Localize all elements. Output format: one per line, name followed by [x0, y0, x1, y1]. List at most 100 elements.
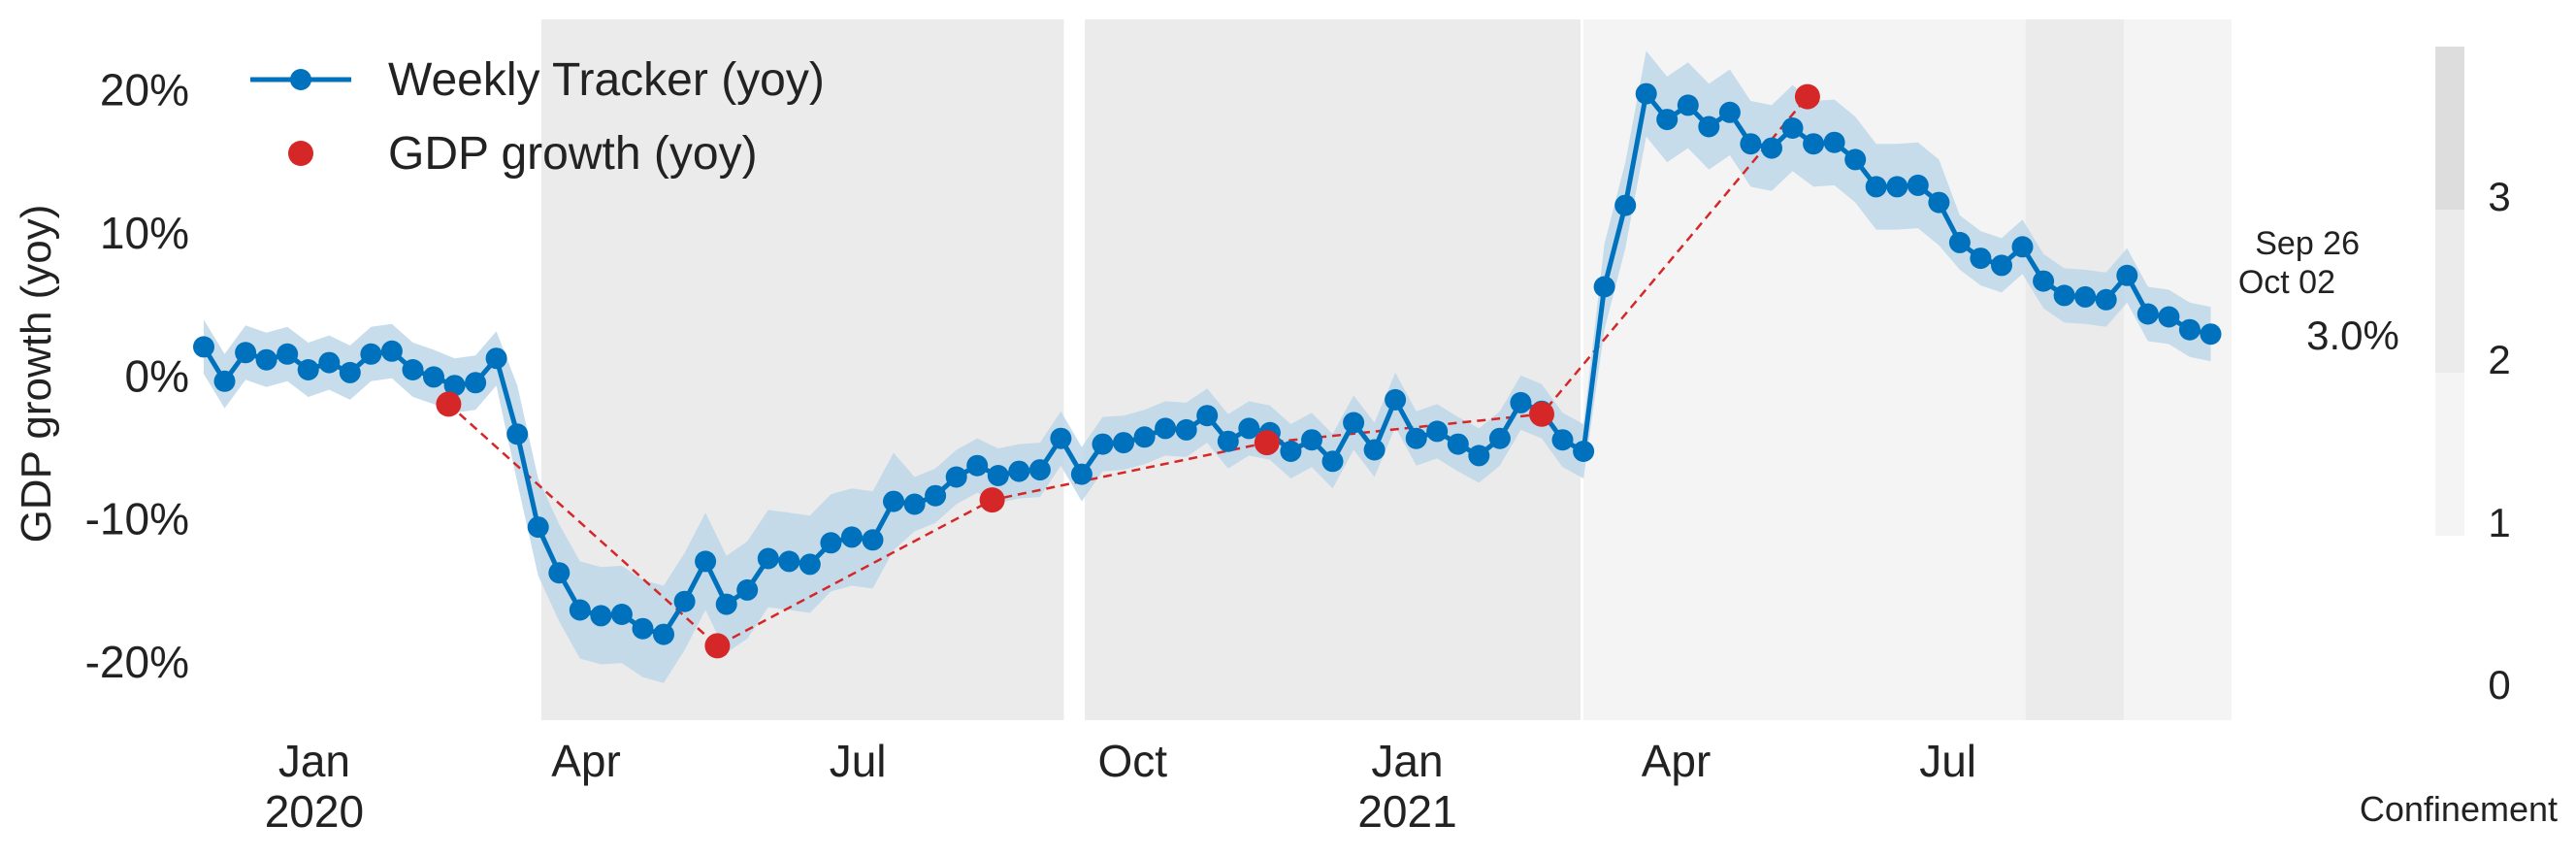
tracker-point-65 [1551, 429, 1574, 451]
legend-tracker-marker [290, 69, 311, 90]
tracker-point-49 [1217, 430, 1239, 452]
colorbar-segment-2 [2435, 210, 2464, 373]
tracker-point-17 [548, 562, 571, 584]
tracker-point-9 [380, 340, 403, 362]
colorbar-tick-2: 2 [2488, 337, 2510, 382]
tracker-point-87 [2011, 236, 2034, 258]
tracker-point-55 [1343, 412, 1365, 434]
tracker-point-41 [1050, 427, 1072, 449]
annotation-date-2: Oct 02 [2238, 264, 2335, 301]
colorbar-tick-3: 3 [2488, 174, 2510, 219]
tracker-point-46 [1155, 417, 1177, 440]
tracker-point-78 [1823, 131, 1845, 153]
tracker-point-48 [1196, 405, 1219, 427]
tracker-point-43 [1092, 433, 1114, 455]
tracker-point-23 [673, 590, 696, 612]
x-tick-label-1: Apr [551, 736, 621, 786]
tracker-point-32 [862, 529, 884, 551]
tracker-point-66 [1573, 441, 1595, 462]
tracker-point-12 [443, 375, 466, 397]
tracker-point-2 [235, 342, 257, 364]
colorbar-segment-1 [2435, 373, 2464, 536]
gdp-point-3 [1254, 430, 1280, 456]
gdp-point-0 [436, 391, 462, 417]
tracker-point-24 [695, 550, 717, 573]
tracker-point-58 [1405, 427, 1427, 449]
tracker-point-81 [1886, 176, 1908, 198]
tracker-point-40 [1028, 459, 1051, 481]
x-tick-label-5: Apr [1642, 736, 1712, 786]
x-tick-label-4: Jan [1371, 736, 1443, 786]
y-tick-label-4: 20% [100, 65, 189, 115]
x-tick-label-0: Jan [278, 736, 350, 786]
tracker-point-13 [465, 372, 487, 394]
tracker-point-20 [610, 604, 633, 625]
tracker-point-42 [1070, 463, 1092, 485]
x-tick-label-2: Jul [830, 736, 887, 786]
tracker-point-73 [1718, 101, 1741, 123]
colorbar-tick-0: 0 [2488, 662, 2510, 708]
tracker-point-67 [1593, 276, 1615, 298]
annotation-date-1: Sep 26 [2255, 225, 2360, 262]
tracker-point-22 [653, 623, 674, 645]
tracker-point-18 [569, 599, 591, 621]
tracker-point-1 [213, 370, 236, 392]
tracker-point-6 [318, 351, 341, 374]
tracker-point-75 [1761, 137, 1782, 159]
tracker-point-45 [1133, 426, 1156, 448]
y-tick-label-1: -10% [85, 494, 189, 544]
y-tick-label-0: -20% [85, 637, 189, 687]
tracker-point-90 [2074, 285, 2097, 308]
tracker-point-47 [1175, 418, 1197, 441]
tracker-point-91 [2095, 288, 2117, 311]
tracker-point-35 [925, 484, 947, 507]
tracker-point-56 [1363, 439, 1386, 461]
weekly-tracker-series [193, 82, 2222, 645]
tracker-point-52 [1280, 441, 1302, 462]
tracker-point-92 [2116, 264, 2138, 286]
tracker-point-88 [2033, 270, 2055, 292]
tracker-point-74 [1740, 133, 1762, 155]
tracker-point-80 [1865, 176, 1887, 198]
tracker-point-85 [1970, 247, 1992, 270]
tracker-point-25 [715, 593, 737, 615]
confinement-period-4 [2124, 19, 2232, 720]
tracker-point-14 [485, 347, 507, 370]
gdp-growth-series [436, 83, 1820, 659]
tracker-point-11 [423, 366, 444, 388]
tracker-point-89 [2053, 284, 2075, 307]
tracker-point-61 [1468, 445, 1490, 467]
tracker-point-95 [2178, 318, 2201, 341]
gdp-connector [447, 95, 1809, 647]
confinement-period-1 [1085, 19, 1581, 720]
tracker-point-19 [590, 605, 612, 627]
tracker-point-60 [1447, 433, 1469, 455]
tracker-point-0 [193, 336, 214, 358]
tracker-point-69 [1635, 82, 1657, 105]
tracker-point-44 [1113, 432, 1134, 454]
x-tick-label-6: Jul [1919, 736, 1976, 786]
gdp-point-5 [1794, 83, 1820, 110]
y-tick-label-3: 10% [100, 208, 189, 258]
colorbar-tick-1: 1 [2488, 500, 2510, 545]
y-tick-label-2: 0% [125, 350, 189, 401]
tracker-point-53 [1301, 429, 1322, 451]
tracker-point-59 [1426, 420, 1449, 443]
confinement-colorbar: 0 1 2 3 [2435, 47, 2511, 708]
tracker-point-16 [527, 516, 549, 539]
tracker-point-37 [966, 454, 989, 477]
gdp-dashed-line [447, 95, 1809, 647]
tracker-point-57 [1385, 388, 1407, 411]
last-value-annotation: Sep 26 Oct 02 3.0% [2238, 225, 2399, 358]
tracker-point-26 [736, 578, 759, 601]
tracker-point-93 [2136, 303, 2159, 325]
tracker-point-72 [1698, 115, 1720, 138]
tracker-point-5 [297, 359, 319, 380]
tracker-point-79 [1844, 148, 1867, 171]
tracker-point-21 [632, 617, 654, 640]
tracker-point-33 [883, 490, 904, 512]
y-axis: -20% -10% 0% 10% 20% [85, 65, 189, 687]
confidence-band [204, 50, 2211, 683]
